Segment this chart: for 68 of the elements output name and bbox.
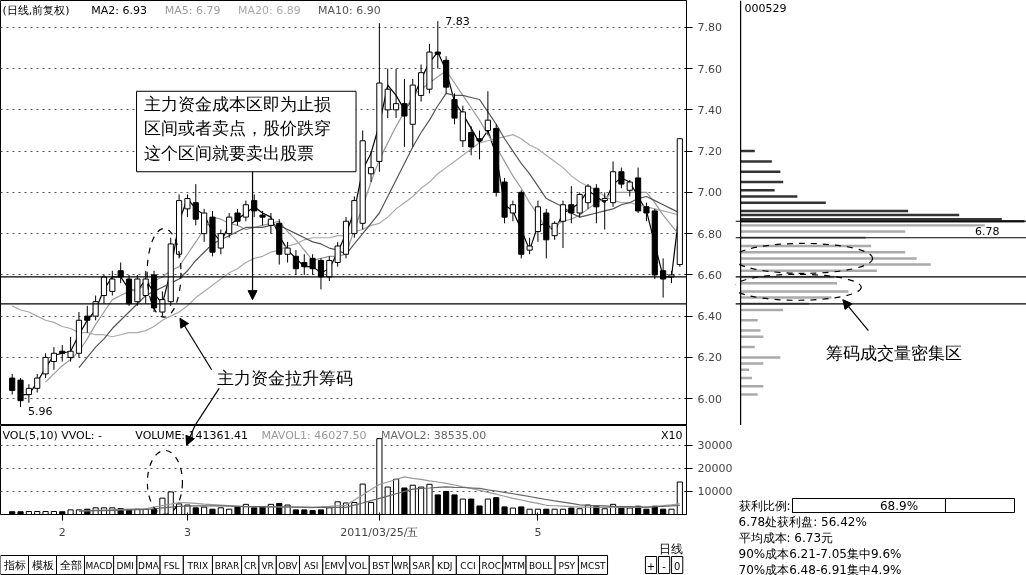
x-tick-label: 2011/03/25/五 bbox=[340, 525, 419, 539]
y-tick-label: 7.20 bbox=[697, 145, 722, 159]
category-label: CCI bbox=[460, 560, 476, 571]
category-label: EMV bbox=[324, 560, 346, 571]
annotation: 主力资金成本区即为止损区间或者卖点，股价跌穿这个区间就要卖出股票 bbox=[144, 93, 332, 164]
category-label: MACD bbox=[85, 560, 113, 571]
category-label: VOL bbox=[348, 560, 367, 571]
text: MAVOL1: 46027.50 bbox=[261, 428, 367, 442]
text: - bbox=[662, 560, 667, 572]
text: MA10: 6.90 bbox=[318, 3, 381, 17]
y-tick-label: 6.00 bbox=[697, 392, 722, 406]
annotation: 5.96 bbox=[28, 404, 53, 418]
category-label: 模板 bbox=[31, 559, 54, 572]
category-label: MTM bbox=[503, 560, 525, 571]
category-label: CR bbox=[243, 560, 257, 571]
text: 90%成本6.21-7.05集中9.6% bbox=[738, 546, 902, 561]
y-tick-label: 6.60 bbox=[697, 268, 722, 282]
category-label: OBV bbox=[278, 560, 299, 571]
category-label: ROC bbox=[481, 560, 502, 571]
x-tick-label: 3 bbox=[183, 525, 191, 539]
category-label: WR bbox=[393, 560, 409, 571]
text: 0 bbox=[673, 560, 681, 572]
category-label: PSY bbox=[558, 560, 576, 571]
y-tick-label: 6.20 bbox=[697, 351, 722, 365]
text: 获利比例: bbox=[738, 498, 791, 513]
y-tick-label: 7.60 bbox=[697, 62, 722, 76]
annotation: 7.83 bbox=[445, 15, 470, 29]
category-label: FSL bbox=[163, 560, 180, 571]
category-label: MCST bbox=[580, 560, 607, 571]
text: 平均成本: 6.73元 bbox=[738, 530, 834, 545]
chart-title: (日线,前复权) bbox=[2, 3, 70, 17]
category-label: DMA bbox=[138, 560, 160, 571]
y-tick-label: 7.00 bbox=[697, 186, 722, 200]
y-tick-label: 6.40 bbox=[697, 310, 722, 324]
chart-title: 000529 bbox=[744, 1, 787, 15]
y-tick-label: 7.40 bbox=[697, 103, 722, 117]
ref-line-label: 6.78 bbox=[975, 224, 1000, 238]
y-tick-label: 6.80 bbox=[697, 227, 722, 241]
text: MA2: 6.93 bbox=[91, 3, 148, 17]
category-label: 指标 bbox=[2, 559, 26, 572]
category-label: TRIX bbox=[186, 560, 209, 571]
text: 6.78处获利盘: 56.42% bbox=[738, 514, 867, 529]
y-tick-label: 10000 bbox=[697, 485, 733, 499]
text: + bbox=[646, 560, 656, 572]
y-tick-label: 20000 bbox=[697, 462, 733, 476]
category-label: ASI bbox=[303, 560, 319, 571]
y-tick-label: 30000 bbox=[697, 439, 733, 453]
data-label: 68.9% bbox=[879, 498, 919, 513]
x-tick-label: 5 bbox=[534, 525, 542, 539]
category-label: SAR bbox=[412, 560, 431, 571]
y-tick-label: 7.80 bbox=[697, 21, 722, 35]
category-label: 全部 bbox=[59, 559, 82, 572]
text: 70%成本6.48-6.91集中4.9% bbox=[738, 562, 902, 575]
text: MAVOL2: 38535.00 bbox=[381, 428, 487, 442]
annotation: 主力资金拉升筹码 bbox=[216, 368, 353, 389]
chart-title: VOL(5,10) VVOL: - bbox=[2, 428, 103, 442]
category-label: KDJ bbox=[436, 560, 453, 571]
category-label: VR bbox=[261, 560, 274, 571]
annotation: X10 bbox=[660, 428, 683, 442]
x-tick-label: 2 bbox=[58, 525, 66, 539]
text: 日线 bbox=[658, 541, 683, 556]
annotation: 筹码成交量密集区 bbox=[825, 343, 962, 364]
category-label: BRAR bbox=[214, 560, 240, 571]
category-label: BOLL bbox=[529, 560, 553, 571]
category-label: DMI bbox=[116, 560, 134, 571]
category-label: BST bbox=[372, 560, 390, 571]
text: MA20: 6.89 bbox=[238, 3, 301, 17]
text: MA5: 6.79 bbox=[164, 3, 221, 17]
